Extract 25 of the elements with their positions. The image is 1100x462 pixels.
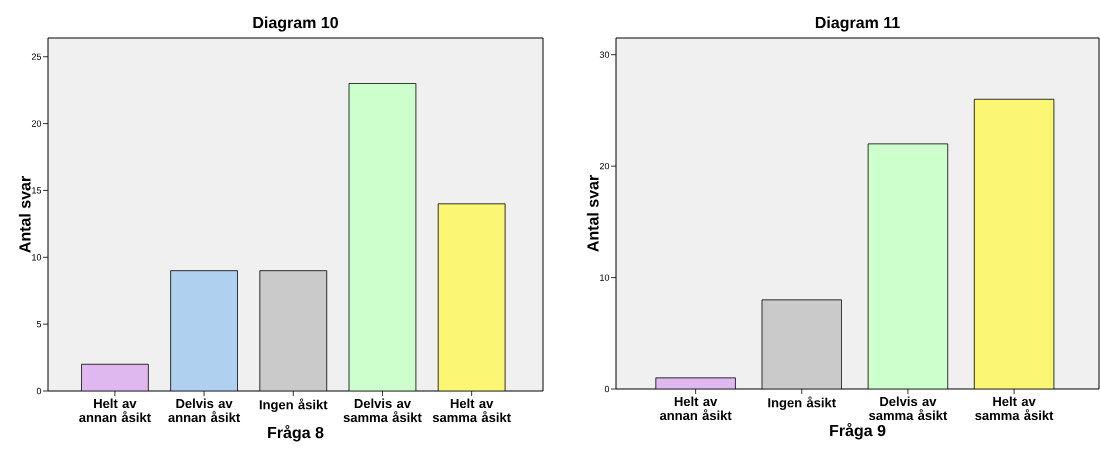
x-axis-title: Fråga 8 (268, 424, 324, 442)
chart-title: Diagram 10 (253, 16, 338, 32)
y-tick-label: 15 (32, 187, 42, 194)
x-tick-label: Delvis av annan åsikt (168, 398, 241, 423)
x-tick-label: Delvis av samma åsikt (869, 396, 948, 421)
y-tick-label: 10 (32, 254, 42, 261)
chart-title: Diagram 11 (815, 16, 900, 32)
x-tick-label: Helt av annan åsikt (659, 396, 732, 421)
y-tick-label: 20 (31, 120, 42, 127)
x-tick-label: Delvis av samma åsikt (343, 398, 422, 423)
x-tick-label: Ingen åsikt (768, 396, 836, 410)
x-tick-label: Helt av samma åsikt (975, 396, 1054, 421)
y-axis-title: Antal svar (18, 176, 31, 253)
y-tick-label: 25 (31, 53, 42, 60)
y-tick-label: 30 (599, 51, 610, 58)
y-tick-label: 0 (36, 387, 42, 395)
y-tick-label: 10 (600, 274, 610, 281)
x-axis-title: Fråga 9 (830, 422, 886, 440)
y-tick-label: 20 (599, 162, 610, 170)
y-tick-label: 0 (604, 385, 610, 393)
y-axis-title: Antal svar (586, 175, 599, 252)
y-tick-label: 5 (36, 321, 42, 328)
x-tick-label: Helt av annan åsikt (79, 398, 151, 423)
x-tick-label: Helt av samma åsikt (432, 398, 511, 423)
x-tick-label: Ingen åsikt (259, 398, 328, 412)
